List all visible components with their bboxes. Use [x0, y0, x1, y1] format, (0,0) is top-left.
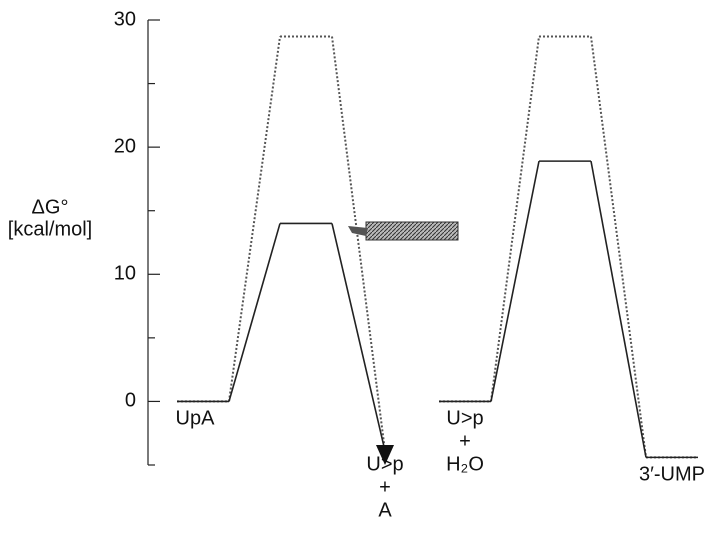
energy-connector: [490, 36, 540, 402]
state-label: 3′-UMP: [639, 464, 705, 486]
state-label: U>p: [366, 453, 403, 475]
energy-connector: [490, 160, 540, 402]
energy-connector: [331, 36, 386, 452]
state-label: A: [378, 499, 392, 521]
y-axis-label: [kcal/mol]: [8, 218, 92, 240]
y-axis-label: ΔG°: [32, 196, 69, 218]
state-label: H₂O: [446, 454, 484, 476]
pointer-graphic: [365, 221, 459, 241]
state-label: +: [379, 476, 391, 498]
energy-connector: [590, 160, 647, 458]
pointer-hand: [348, 226, 368, 236]
y-tick-label: 30: [114, 8, 136, 30]
energy-connector: [331, 223, 386, 452]
state-label: UpA: [176, 408, 216, 430]
energy-connector: [228, 36, 281, 402]
arrowhead: [376, 445, 394, 465]
state-label: U>p: [446, 408, 483, 430]
energy-connector: [228, 223, 281, 402]
energy-connector: [590, 36, 647, 458]
y-tick-label: 10: [114, 263, 136, 285]
y-tick-label: 0: [125, 390, 136, 412]
y-tick-label: 20: [114, 135, 136, 157]
state-label: +: [459, 431, 471, 453]
